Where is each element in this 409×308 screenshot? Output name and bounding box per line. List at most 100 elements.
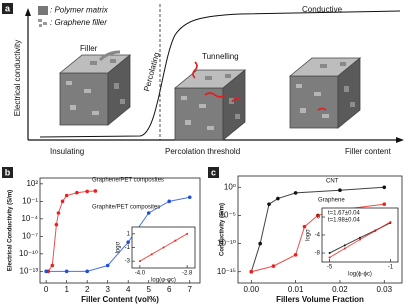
x-tick-label: 0 [44, 285, 49, 294]
y-tick-label: 1 [127, 231, 131, 237]
data-point [44, 269, 48, 274]
data-point [150, 253, 153, 256]
legend-swatch [38, 6, 48, 15]
x-tick-label: 0.01 [288, 285, 304, 294]
y-axis-title: Conductivity (S/m) [220, 203, 226, 256]
y-tick-label: 10⁻¹⁵ [217, 267, 236, 276]
data-point [343, 247, 346, 250]
tunnel-path [192, 61, 327, 111]
arrow [25, 8, 31, 16]
y-axis-title: logσ [306, 229, 312, 241]
data-point [271, 264, 276, 268]
data-point [93, 189, 98, 193]
data-point [75, 190, 79, 195]
y-tick-label: 10⁰ [224, 182, 236, 191]
y-tick-label: 10⁻⁴ [21, 214, 38, 223]
region-label: Insulating [50, 147, 84, 156]
plot-area [321, 207, 399, 263]
arrow [396, 137, 404, 143]
y-tick-label: 10² [26, 179, 38, 188]
series-label: Graphene [318, 198, 345, 204]
x-tick-label: -4.0 [135, 271, 146, 277]
data-point [85, 269, 89, 274]
data-point [187, 195, 192, 200]
x-axis-title: Fillers Volume Fraction [276, 295, 364, 304]
y-axis-title: Electrical Conductivity (S/m) [8, 190, 14, 271]
x-tick-label: 1 [64, 285, 69, 294]
annotation: t=1.67±0.04 [328, 211, 360, 217]
data-point [258, 241, 262, 246]
x-axis-title: Filler Content (vol%) [81, 295, 159, 304]
callout-pointer [98, 50, 121, 62]
data-point [293, 191, 298, 195]
data-point [50, 263, 55, 268]
panel-badge [2, 167, 13, 178]
data-point [338, 188, 342, 193]
y-tick-label: -8 [315, 251, 321, 257]
y-tick-label: 10⁻¹³ [20, 266, 39, 275]
series-line [46, 196, 190, 272]
data-point [328, 256, 331, 259]
data-point [85, 189, 89, 194]
series-label: Graphene/PET composites [92, 178, 164, 184]
panel-label: b [5, 167, 11, 177]
data-point [162, 246, 165, 249]
data-point [382, 185, 387, 190]
data-point [374, 229, 377, 232]
cube [59, 54, 131, 126]
data-point [359, 236, 361, 239]
data-point [56, 211, 61, 215]
x-tick-label: 2 [85, 285, 90, 294]
series-label: Graphite/PET composites [92, 205, 160, 211]
y-tick-label: 10⁻⁵ [220, 211, 236, 220]
data-point [276, 196, 280, 201]
data-point [343, 244, 346, 247]
y-tick-label: -1 [125, 245, 131, 251]
data-point [54, 222, 59, 227]
data-point [126, 240, 131, 244]
x-tick-label: 4 [126, 285, 131, 294]
series-label: CNT [326, 179, 339, 185]
data-point [315, 213, 320, 218]
x-tick-label: -2.8 [182, 271, 193, 277]
axis-title: Electrical conductivity [13, 40, 22, 116]
legend-text: : Graphene filler [50, 18, 107, 27]
x-axis-title: log(ϕ-ϕc) [348, 272, 372, 278]
panel-label: a [5, 3, 11, 13]
region-label: Conductive [302, 5, 343, 14]
legend-text: : Polymer matrix [50, 6, 109, 15]
y-axis-title: logσ [116, 241, 122, 253]
data-point [382, 202, 387, 206]
y-tick-label: 10⁻¹⁰ [19, 249, 38, 258]
data-point [186, 232, 189, 235]
data-point [146, 211, 151, 215]
x-tick-label: -5 [327, 265, 333, 271]
x-axis-title: log(φ-φc) [151, 278, 176, 284]
x-tick-label: 6 [167, 285, 172, 294]
y-tick-label: -4 [315, 233, 321, 239]
region-label: Percolating [142, 51, 161, 92]
axis-title: Filler content [345, 147, 392, 156]
annotation: t=1.98±0.04 [328, 218, 360, 224]
x-tick-label: -1 [388, 265, 394, 271]
panel-badge [208, 167, 219, 178]
cube [174, 69, 246, 141]
x-tick-label: 5 [146, 285, 151, 294]
x-tick-label: 0.00 [244, 285, 260, 294]
cube [289, 57, 361, 129]
data-point [167, 199, 172, 204]
x-tick-label: 0.02 [332, 285, 348, 294]
data-point [64, 269, 69, 274]
x-tick-label: 0.03 [376, 285, 392, 294]
data-point [328, 252, 331, 254]
data-point [64, 193, 69, 198]
panel-badge [2, 3, 13, 14]
legend-swatch [38, 19, 47, 27]
data-point [138, 260, 141, 263]
data-point [302, 224, 307, 229]
axis-note: Percolation threshold [165, 147, 240, 156]
data-point [174, 239, 177, 242]
panel-label: c [211, 167, 216, 177]
data-point [60, 199, 65, 204]
data-point [249, 269, 254, 274]
